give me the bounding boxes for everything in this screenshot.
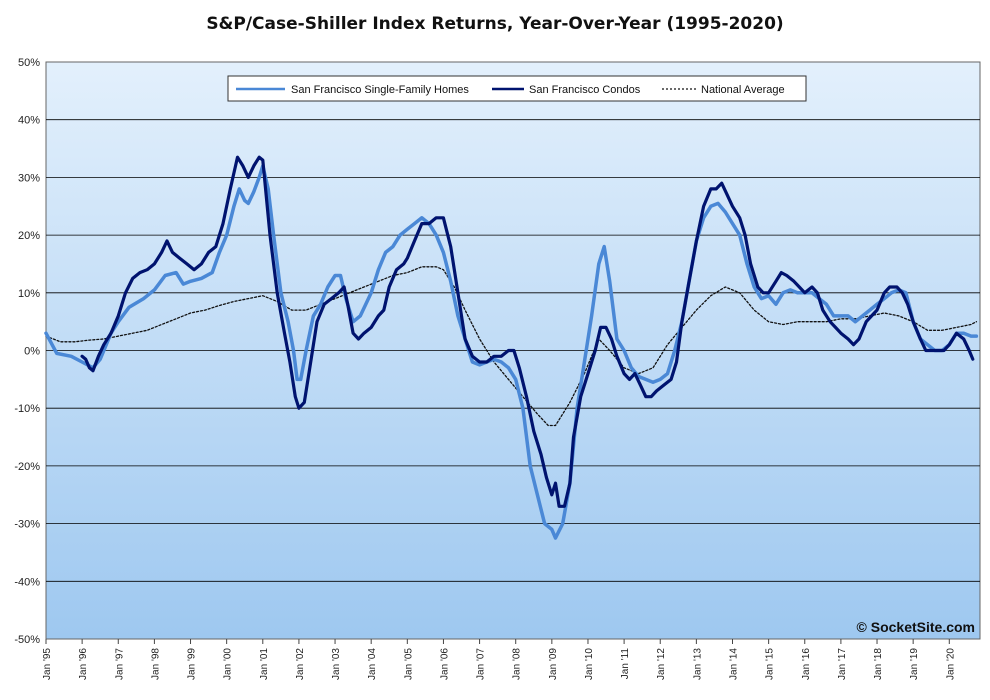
x-tick-label: Jan '01 bbox=[259, 648, 270, 680]
legend-label-national: National Average bbox=[701, 84, 785, 96]
x-tick-label: Jan '16 bbox=[801, 648, 812, 680]
x-tick-label: Jan '17 bbox=[837, 648, 848, 680]
y-tick-label: -30% bbox=[14, 519, 40, 531]
x-tick-label: Jan '10 bbox=[584, 648, 595, 680]
y-tick-label: -50% bbox=[14, 634, 40, 646]
x-tick-label: Jan '97 bbox=[114, 648, 125, 680]
x-tick-label: Jan '99 bbox=[187, 648, 198, 680]
y-tick-label: 30% bbox=[18, 172, 40, 184]
y-tick-label: 0% bbox=[24, 346, 40, 358]
x-tick-label: Jan '12 bbox=[656, 648, 667, 680]
legend-label-sf-homes: San Francisco Single-Family Homes bbox=[291, 84, 469, 96]
x-tick-label: Jan '04 bbox=[367, 648, 378, 680]
x-tick-label: Jan '05 bbox=[403, 648, 414, 680]
x-tick-label: Jan '09 bbox=[548, 648, 559, 680]
legend-label-sf-condos: San Francisco Condos bbox=[529, 84, 641, 96]
x-tick-label: Jan '00 bbox=[223, 648, 234, 680]
series-line-national-average bbox=[45, 266, 978, 427]
y-tick-label: -40% bbox=[14, 576, 40, 588]
watermark: © SocketSite.com bbox=[857, 619, 975, 635]
y-axis: 50% 40% 30% 20% 10% 0% -10% -20% -30% -40% -50% bbox=[14, 57, 40, 646]
y-tick-label: 50% bbox=[18, 57, 40, 69]
x-tick-label: Jan '96 bbox=[78, 648, 89, 680]
x-tick-label: Jan '07 bbox=[476, 648, 487, 680]
y-tick-label: 40% bbox=[18, 115, 40, 127]
x-axis: Jan '95 Jan '96 Jan '97 Jan '98 Jan '99 Jan '… bbox=[42, 639, 956, 680]
x-tick-label: Jan '15 bbox=[765, 648, 776, 680]
series-lines bbox=[44, 155, 979, 540]
x-tick-label: Jan '18 bbox=[873, 648, 884, 680]
grid-lines bbox=[46, 119, 980, 582]
y-tick-label: 10% bbox=[18, 288, 40, 300]
x-tick-label: Jan '98 bbox=[150, 648, 161, 680]
series-line-sf-single-family-homes bbox=[44, 164, 979, 540]
y-tick-label: -20% bbox=[14, 461, 40, 473]
y-tick-label: 20% bbox=[18, 230, 40, 242]
series-line-sf-condos bbox=[80, 155, 975, 508]
x-tick-label: Jan '06 bbox=[439, 648, 450, 680]
x-tick-label: Jan '19 bbox=[909, 648, 920, 680]
x-tick-label: Jan '11 bbox=[620, 648, 631, 680]
x-tick-label: Jan '08 bbox=[512, 648, 523, 680]
chart-title: S&P/Case-Shiller Index Returns, Year-Ove… bbox=[206, 14, 784, 34]
legend: San Francisco Single-Family Homes San Fr… bbox=[227, 75, 807, 102]
x-tick-label: Jan '20 bbox=[945, 648, 956, 680]
x-tick-label: Jan '02 bbox=[295, 648, 306, 680]
x-tick-label: Jan '14 bbox=[728, 648, 739, 680]
x-tick-label: Jan '03 bbox=[331, 648, 342, 680]
y-tick-label: -10% bbox=[14, 403, 40, 415]
x-tick-label: Jan '13 bbox=[692, 648, 703, 680]
x-tick-label: Jan '95 bbox=[42, 648, 53, 680]
